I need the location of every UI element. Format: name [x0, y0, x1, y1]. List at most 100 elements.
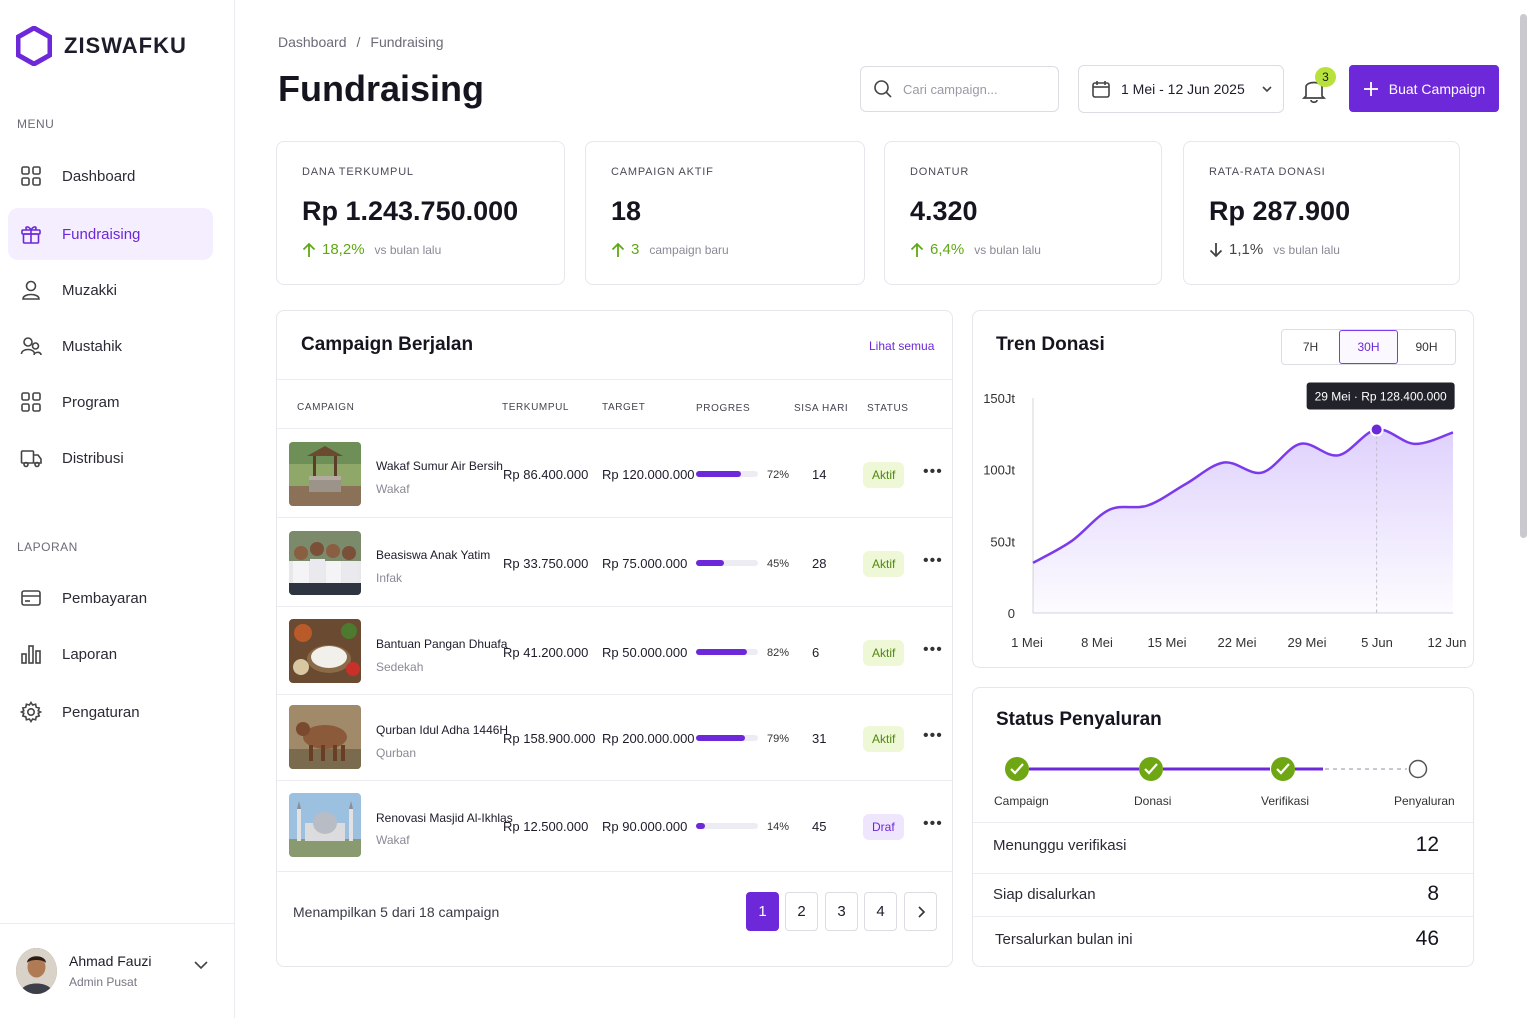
create-campaign-button[interactable]: Buat Campaign [1349, 65, 1499, 112]
table-row[interactable]: Wakaf Sumur Air Bersih Wakaf Rp 86.400.0… [277, 428, 952, 517]
tooltip-box [1306, 382, 1455, 410]
date-range-picker[interactable]: 1 Mei - 12 Jun 2025 [1078, 65, 1284, 113]
more-options-icon[interactable]: ••• [923, 552, 943, 569]
sidebar-item-laporan[interactable]: Laporan [8, 628, 213, 680]
table-row[interactable]: Bantuan Pangan Dhuafa Sedekah Rp 41.200.… [277, 606, 952, 694]
logo[interactable]: ZISWAFKU [16, 26, 187, 66]
campaign-name[interactable]: Wakaf Sumur Air Bersih [376, 459, 503, 473]
campaign-name[interactable]: Beasiswa Anak Yatim [376, 548, 491, 562]
sidebar-item-distribusi[interactable]: Distribusi [8, 432, 213, 484]
search-input[interactable] [903, 81, 1043, 97]
column-header: CAMPAIGN [297, 402, 355, 413]
stat-note: vs bulan lalu [1273, 242, 1340, 257]
status-badge: Aktif [863, 640, 905, 666]
campaign-name[interactable]: Renovasi Masjid Al-Ikhlas [376, 811, 513, 825]
table-row[interactable]: Renovasi Masjid Al-Ikhlas Wakaf Rp 12.50… [277, 780, 952, 871]
report-section-label: LAPORAN [17, 540, 78, 554]
distribution-row-value: 46 [1415, 927, 1439, 950]
range-selector[interactable]: 7H 30H 90H [1281, 329, 1456, 365]
scrollbar[interactable] [1520, 14, 1527, 538]
more-options-icon[interactable]: ••• [923, 727, 943, 744]
stat-label: DONATUR [910, 166, 970, 178]
sidebar-item-dashboard[interactable]: Dashboard [8, 150, 213, 202]
card-icon [21, 590, 41, 606]
target-amount: Rp 200.000.000 [602, 731, 695, 746]
view-all-link[interactable]: Lihat semua [869, 339, 935, 353]
table-row[interactable]: Beasiswa Anak Yatim Infak Rp 33.750.000 … [277, 517, 952, 606]
gift-icon [21, 226, 41, 244]
chevron-down-icon[interactable] [193, 960, 209, 970]
stat-value: Rp 287.900 [1209, 196, 1351, 226]
arrow-up-icon [302, 242, 316, 257]
campaign-name[interactable]: Qurban Idul Adha 1446H [376, 723, 509, 737]
progress-stepper [1005, 757, 1428, 781]
y-tick-label: 150Jt [983, 391, 1015, 406]
status-badge: Aktif [863, 551, 905, 577]
step-label-donasi: Donasi [1134, 794, 1172, 808]
trend-chart: 150Jt 100Jt 50Jt 0 1 Mei 8 Mei 15 Mei 22 Mei 29 … [983, 382, 1467, 650]
campaign-category: Qurban [376, 746, 417, 760]
status-badge: Draf [863, 814, 904, 840]
sidebar-item-program[interactable]: Program [8, 376, 213, 428]
sidebar-item-pembayaran[interactable]: Pembayaran [8, 572, 213, 624]
x-tick-label: 22 Mei [1217, 635, 1256, 650]
range-option-7h[interactable]: 7H [1302, 340, 1319, 354]
users-icon [20, 337, 42, 356]
range-option-30h[interactable]: 30H [1339, 330, 1398, 364]
menu-section-label: MENU [17, 117, 55, 131]
step-label-penyaluran: Penyaluran [1394, 794, 1455, 808]
search-box[interactable] [860, 66, 1059, 112]
distribution-panel [972, 687, 1474, 967]
page-button-2[interactable]: 2 [785, 892, 818, 931]
sidebar-item-label: Muzakki [62, 281, 118, 299]
more-options-icon[interactable]: ••• [923, 815, 943, 832]
sidebar-item-pengaturan[interactable]: Pengaturan [8, 686, 213, 738]
days-left: 31 [812, 731, 827, 746]
progress-bar [696, 471, 758, 477]
more-options-icon[interactable]: ••• [923, 463, 943, 480]
highlight-point [1369, 422, 1384, 437]
more-options-icon[interactable]: ••• [923, 641, 943, 658]
days-left: 6 [812, 645, 820, 660]
stat-label: DANA TERKUMPUL [302, 166, 414, 178]
breadcrumb-dashboard[interactable]: Dashboard [278, 34, 347, 50]
arrow-down-icon [1209, 242, 1223, 257]
x-tick-label: 5 Jun [1361, 635, 1393, 650]
distribution-row-value: 8 [1427, 882, 1439, 905]
step-label-campaign: Campaign [994, 794, 1049, 808]
stat-delta: 3 [631, 241, 640, 258]
stat-note: vs bulan lalu [974, 242, 1041, 257]
user-profile[interactable]: Ahmad Fauzi Admin Pusat [0, 923, 235, 1018]
x-tick-label: 15 Mei [1147, 635, 1186, 650]
days-left: 28 [812, 556, 827, 571]
stat-value: 18 [611, 196, 642, 226]
target-amount: Rp 120.000.000 [602, 467, 695, 482]
table-row[interactable]: Qurban Idul Adha 1446H Qurban Rp 158.900… [277, 694, 952, 780]
campaign-category: Wakaf [376, 482, 410, 496]
stat-label: RATA-RATA DONASI [1209, 166, 1326, 178]
campaign-name[interactable]: Bantuan Pangan Dhuafa [376, 637, 508, 651]
stat-delta: 6,4% [930, 241, 965, 258]
progress-fill [696, 823, 705, 829]
sidebar-item-label: Pengaturan [62, 703, 140, 721]
user-icon [22, 280, 40, 300]
sidebar-item-muzakki[interactable]: Muzakki [8, 264, 213, 316]
distribution-row-label: Siap disalurkan [993, 886, 1096, 903]
progress-bar [696, 735, 758, 741]
page-button-1[interactable]: 1 [746, 892, 779, 931]
days-left: 45 [812, 819, 827, 834]
page-button-4[interactable]: 4 [864, 892, 897, 931]
page-button-3[interactable]: 3 [825, 892, 858, 931]
stat-card-donatur: DONATUR 4.320 6,4% vs bulan lalu [884, 141, 1162, 285]
range-option-90h[interactable]: 90H [1415, 340, 1438, 354]
sidebar-item-mustahik[interactable]: Mustahik [8, 320, 213, 372]
next-page-button[interactable] [904, 892, 937, 931]
sidebar-item-fundraising[interactable]: Fundraising [8, 208, 213, 260]
progress-percent: 45% [767, 558, 790, 570]
target-amount: Rp 75.000.000 [602, 556, 688, 571]
column-header: PROGRES [696, 403, 751, 414]
campaign-thumbnail [289, 705, 361, 769]
sidebar-item-label: Fundraising [62, 225, 141, 243]
series-area [1033, 429, 1453, 613]
check-icon [1271, 757, 1295, 781]
